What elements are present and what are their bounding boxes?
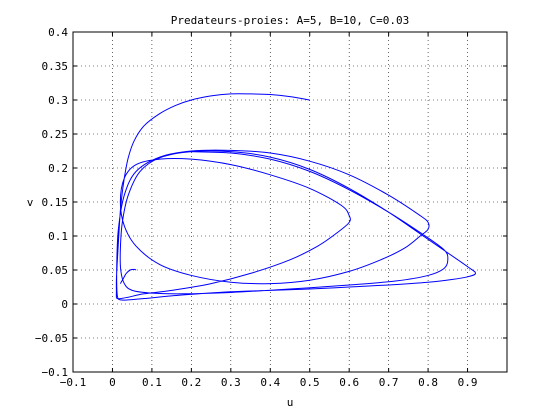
grid [73,32,507,372]
y-tick-label: 0 [61,298,68,311]
x-tick-label: 0.6 [339,376,359,389]
x-tick-label: 0.2 [181,376,201,389]
chart-title: Predateurs-proies: A=5, B=10, C=0.03 [171,14,409,27]
x-tick-label: 0.7 [379,376,399,389]
x-tick-label: 0 [109,376,116,389]
x-axis-label: u [287,396,294,409]
y-tick-label: 0.2 [48,162,68,175]
trajectory-line-2 [119,268,137,284]
x-tick-label: 0.4 [260,376,280,389]
y-tick-label: 0.4 [48,26,68,39]
y-tick-label: −0.1 [42,366,69,379]
trajectory-line-1 [115,93,476,301]
x-tick-label: 0.3 [221,376,241,389]
y-tick-label: 0.1 [48,230,68,243]
y-tick-label: 0.25 [42,128,69,141]
x-tick-label: 0.9 [458,376,478,389]
x-tick-label: 0.5 [300,376,320,389]
ticks: −0.1 0 0.1 0.2 0.3 0.4 0.5 0.6 0.7 0.8 0.9 −0.1 −0.0… [35,26,507,389]
y-tick-label: −0.05 [35,332,68,345]
y-axis-label: v [27,196,34,209]
x-tick-label: 0.8 [418,376,438,389]
y-tick-label: 0.35 [42,60,69,73]
y-tick-label: 0.15 [42,196,69,209]
y-tick-label: 0.3 [48,94,68,107]
y-tick-label: 0.05 [42,264,69,277]
x-tick-label: 0.1 [142,376,162,389]
x-tick-label: −0.1 [60,376,87,389]
data-lines [115,93,476,301]
